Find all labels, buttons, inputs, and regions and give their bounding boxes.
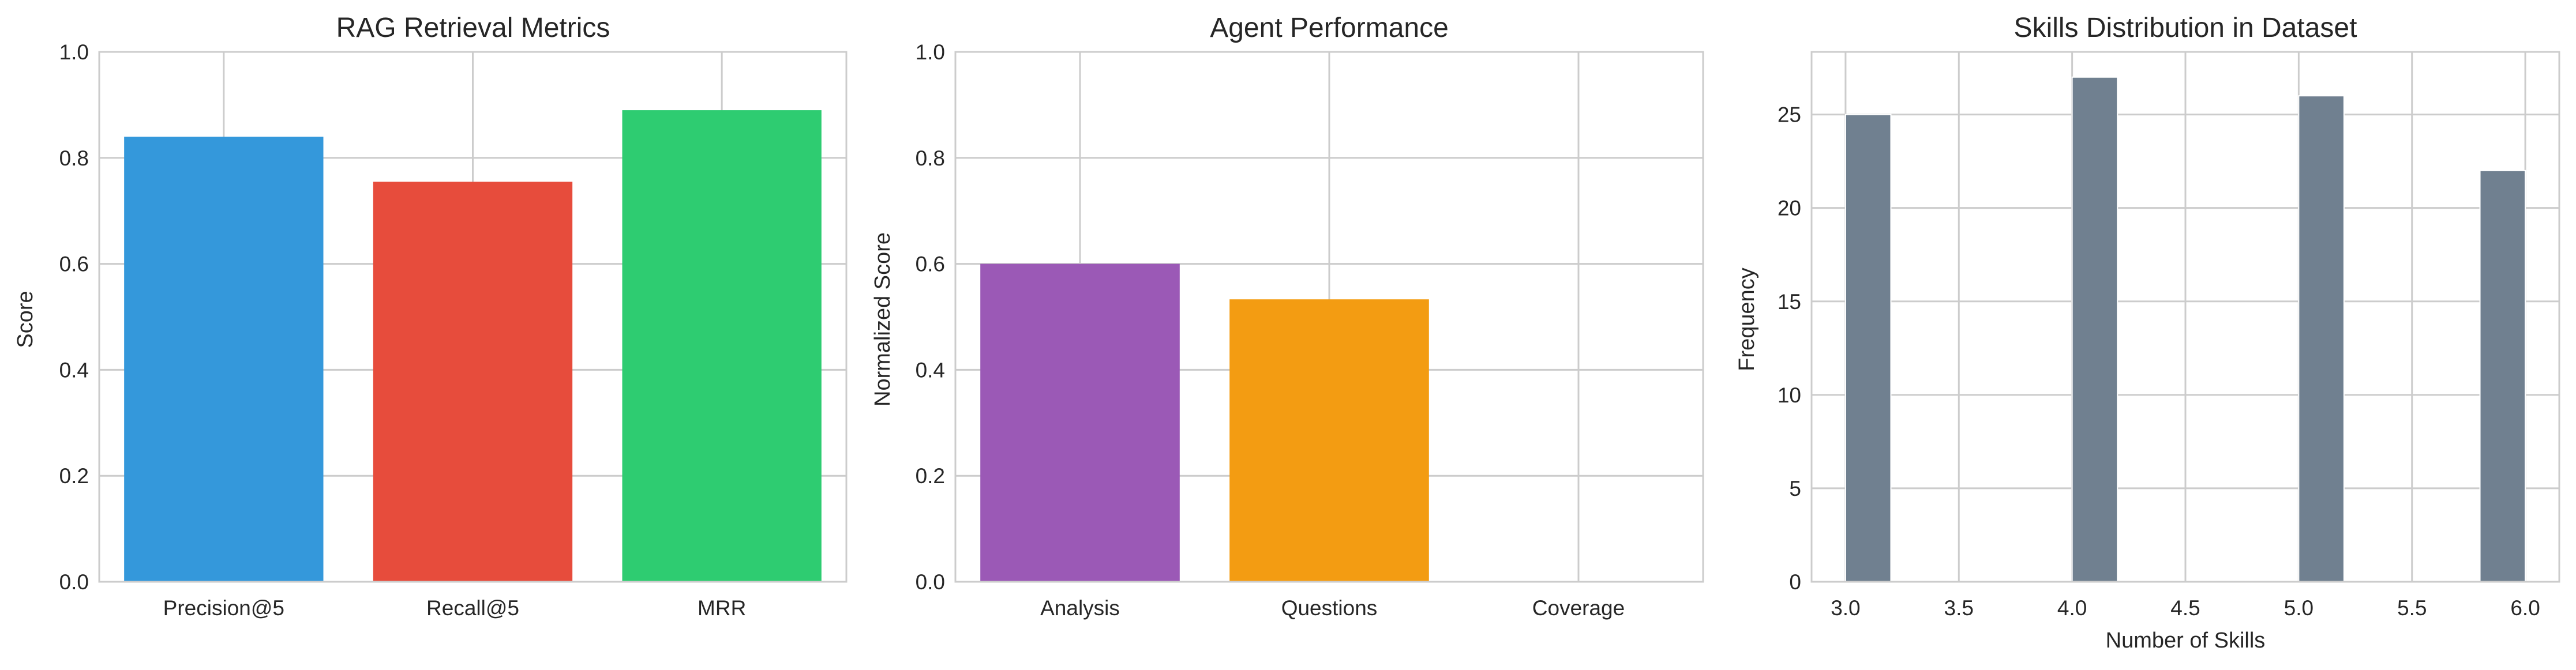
rag-metrics-ytick-label: 0.0	[59, 570, 89, 594]
skills-distribution-ylabel: Frequency	[1735, 268, 1759, 371]
agent-performance-xtick-label: Analysis	[1040, 596, 1120, 620]
rag-metrics-ticks: 0.0 0.2 0.4 0.6 0.8 1.0 Precision@5 Recall@5 MRR	[59, 40, 747, 620]
agent-performance-ytick-label: 0.0	[916, 570, 945, 594]
agent-performance-ylabel: Normalized Score	[871, 232, 895, 406]
skills-distribution-ticks: 0 5 10 15 20 25 3.0 3.5 4.0 4.5 5.0 5.5 6.0	[1778, 103, 2540, 620]
rag-metrics-title: RAG Retrieval Metrics	[336, 13, 610, 43]
rag-metrics-ytick-label: 0.2	[59, 464, 89, 488]
rag-metrics-xtick-label: Precision@5	[163, 596, 284, 620]
skills-distribution-gridlines	[1812, 52, 2559, 583]
skills-distribution-panel: Skills Distribution in Dataset Frequency…	[1735, 13, 2560, 653]
skills-distribution-plot-frame	[1810, 51, 2560, 583]
agent-performance-ytick-label: 0.2	[916, 464, 945, 488]
agent-performance-bars	[980, 264, 1429, 582]
rag-metrics-ytick-label: 0.4	[59, 358, 89, 382]
agent-performance-ticks: 0.0 0.2 0.4 0.6 0.8 1.0 Analysis Questions Cover…	[916, 40, 1625, 620]
rag-metrics-ytick-label: 1.0	[59, 40, 89, 64]
agent-performance-title: Agent Performance	[1210, 13, 1449, 43]
skills-distribution-histogram-bar	[2479, 170, 2526, 583]
skills-distribution-ytick-label: 25	[1778, 103, 1801, 127]
skills-distribution-histogram-bar	[2071, 76, 2118, 582]
rag-metrics-xtick-label: MRR	[698, 596, 746, 620]
rag-metrics-panel: RAG Retrieval Metrics Score 0.0 0.2 0.4 0.6…	[13, 13, 848, 620]
skills-distribution-xtick-label: 5.0	[2284, 596, 2313, 620]
skills-distribution-ytick-label: 5	[1789, 477, 1801, 500]
agent-performance-ytick-label: 0.8	[916, 146, 945, 170]
agent-performance-bar-analysis	[980, 264, 1180, 582]
skills-distribution-bars	[1844, 76, 2526, 583]
rag-metrics-ylabel: Score	[13, 291, 38, 348]
rag-metrics-ytick-label: 0.8	[59, 146, 89, 170]
rag-metrics-bar-mrr	[622, 110, 822, 582]
skills-distribution-xtick-label: 5.5	[2397, 596, 2427, 620]
agent-performance-plot-frame	[954, 51, 1704, 583]
skills-distribution-xtick-label: 3.0	[1831, 596, 1860, 620]
agent-performance-ytick-label: 1.0	[916, 40, 945, 64]
agent-performance-ytick-label: 0.4	[916, 358, 945, 382]
skills-distribution-xtick-label: 4.0	[2057, 596, 2087, 620]
skills-distribution-ytick-label: 15	[1778, 290, 1801, 314]
agent-performance-ytick-label: 0.6	[916, 253, 945, 276]
skills-distribution-xtick-label: 6.0	[2510, 596, 2540, 620]
rag-metrics-plot-frame	[98, 51, 848, 583]
agent-performance-panel: Agent Performance Normalized Score 0.00.…	[871, 13, 1704, 620]
skills-distribution-histogram-bar	[1844, 114, 1892, 582]
skills-distribution-ytick-label: 20	[1778, 197, 1801, 220]
agent-performance-xtick-label: Coverage	[1532, 596, 1625, 620]
rag-metrics-ytick-label: 0.6	[59, 253, 89, 276]
skills-distribution-ytick-label: 0	[1789, 570, 1801, 594]
rag-metrics-xtick-label: Recall@5	[426, 596, 519, 620]
skills-distribution-title: Skills Distribution in Dataset	[2014, 13, 2357, 43]
agent-performance-bar-questions	[1229, 299, 1429, 582]
rag-metrics-bars	[124, 110, 822, 582]
skills-distribution-ytick-label: 10	[1778, 383, 1801, 407]
skills-distribution-xlabel: Number of Skills	[2106, 628, 2266, 653]
skills-distribution-histogram-bar	[2298, 95, 2345, 583]
rag-metrics-bar-recall-5	[373, 182, 573, 582]
rag-metrics-bar-precision-5	[124, 137, 324, 582]
agent-performance-xtick-label: Questions	[1281, 596, 1378, 620]
skills-distribution-xtick-label: 3.5	[1944, 596, 1974, 620]
skills-distribution-xtick-label: 4.5	[2170, 596, 2200, 620]
